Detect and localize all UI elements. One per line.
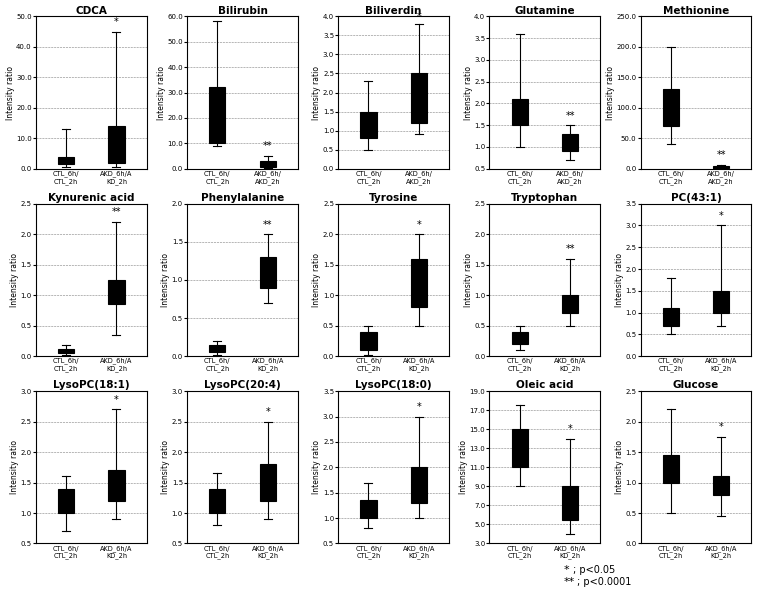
PathPatch shape <box>411 468 427 503</box>
PathPatch shape <box>260 161 276 166</box>
Title: Tryptophan: Tryptophan <box>511 193 578 203</box>
Title: LysoPC(18:0): LysoPC(18:0) <box>355 380 432 390</box>
Text: *: * <box>265 407 270 417</box>
Y-axis label: Intensity ratio: Intensity ratio <box>313 441 322 494</box>
PathPatch shape <box>411 258 427 307</box>
Title: Methionine: Methionine <box>663 5 729 16</box>
PathPatch shape <box>360 500 376 518</box>
Text: *: * <box>416 219 421 230</box>
PathPatch shape <box>562 134 578 151</box>
Y-axis label: Intensity ratio: Intensity ratio <box>606 66 615 120</box>
Y-axis label: Intensity ratio: Intensity ratio <box>313 66 322 120</box>
Y-axis label: Intensity ratio: Intensity ratio <box>615 441 624 494</box>
PathPatch shape <box>562 486 578 520</box>
PathPatch shape <box>713 166 729 168</box>
Title: Bilirubin: Bilirubin <box>217 5 267 16</box>
Text: *: * <box>416 13 421 22</box>
Text: **: ** <box>565 111 575 121</box>
Title: Glutamine: Glutamine <box>515 5 575 16</box>
Title: Glucose: Glucose <box>673 380 719 390</box>
Y-axis label: Intensity ratio: Intensity ratio <box>313 253 322 307</box>
Title: LysoPC(18:1): LysoPC(18:1) <box>53 380 129 390</box>
Text: **: ** <box>263 141 273 151</box>
Title: Phenylalanine: Phenylalanine <box>201 193 284 203</box>
PathPatch shape <box>108 126 124 163</box>
PathPatch shape <box>360 332 376 350</box>
PathPatch shape <box>209 345 226 352</box>
PathPatch shape <box>512 99 528 125</box>
PathPatch shape <box>512 429 528 468</box>
PathPatch shape <box>713 291 729 313</box>
Y-axis label: Intensity ratio: Intensity ratio <box>157 66 166 120</box>
Y-axis label: Intensity ratio: Intensity ratio <box>161 253 170 307</box>
Y-axis label: Intensity ratio: Intensity ratio <box>459 441 468 494</box>
PathPatch shape <box>108 471 124 501</box>
PathPatch shape <box>108 280 124 304</box>
Text: *: * <box>568 424 572 434</box>
PathPatch shape <box>260 464 276 501</box>
Title: CDCA: CDCA <box>76 5 107 16</box>
Text: **: ** <box>564 577 575 587</box>
Title: LysoPC(20:4): LysoPC(20:4) <box>204 380 281 390</box>
Text: *: * <box>416 402 421 412</box>
PathPatch shape <box>209 88 226 143</box>
PathPatch shape <box>663 308 679 326</box>
PathPatch shape <box>209 489 226 513</box>
PathPatch shape <box>512 332 528 344</box>
PathPatch shape <box>58 349 74 353</box>
Text: **: ** <box>716 150 726 160</box>
PathPatch shape <box>411 73 427 123</box>
Y-axis label: Intensity ratio: Intensity ratio <box>463 253 472 307</box>
Title: Tyrosine: Tyrosine <box>369 193 419 203</box>
PathPatch shape <box>663 455 679 483</box>
Y-axis label: Intensity ratio: Intensity ratio <box>161 441 170 494</box>
Text: *: * <box>719 423 724 432</box>
Text: ; p<0.05: ; p<0.05 <box>573 565 615 575</box>
Text: *: * <box>114 395 119 405</box>
Y-axis label: Intensity ratio: Intensity ratio <box>463 66 472 120</box>
PathPatch shape <box>360 112 376 138</box>
PathPatch shape <box>260 257 276 287</box>
PathPatch shape <box>58 489 74 513</box>
Title: PC(43:1): PC(43:1) <box>671 193 721 203</box>
Text: *: * <box>719 211 724 221</box>
Text: *: * <box>114 17 119 27</box>
Text: **: ** <box>565 244 575 254</box>
PathPatch shape <box>562 295 578 314</box>
PathPatch shape <box>58 156 74 164</box>
Y-axis label: Intensity ratio: Intensity ratio <box>615 253 624 307</box>
Title: Biliverdin: Biliverdin <box>366 5 422 16</box>
PathPatch shape <box>663 90 679 126</box>
Text: **: ** <box>112 207 121 218</box>
Text: ; p<0.0001: ; p<0.0001 <box>577 577 631 587</box>
Text: *: * <box>564 565 569 575</box>
Y-axis label: Intensity ratio: Intensity ratio <box>10 441 19 494</box>
Y-axis label: Intensity ratio: Intensity ratio <box>10 253 19 307</box>
Title: Kynurenic acid: Kynurenic acid <box>48 193 135 203</box>
Text: **: ** <box>263 219 273 230</box>
Y-axis label: Intensity ratio: Intensity ratio <box>5 66 14 120</box>
PathPatch shape <box>713 477 729 495</box>
Title: Oleic acid: Oleic acid <box>516 380 574 390</box>
